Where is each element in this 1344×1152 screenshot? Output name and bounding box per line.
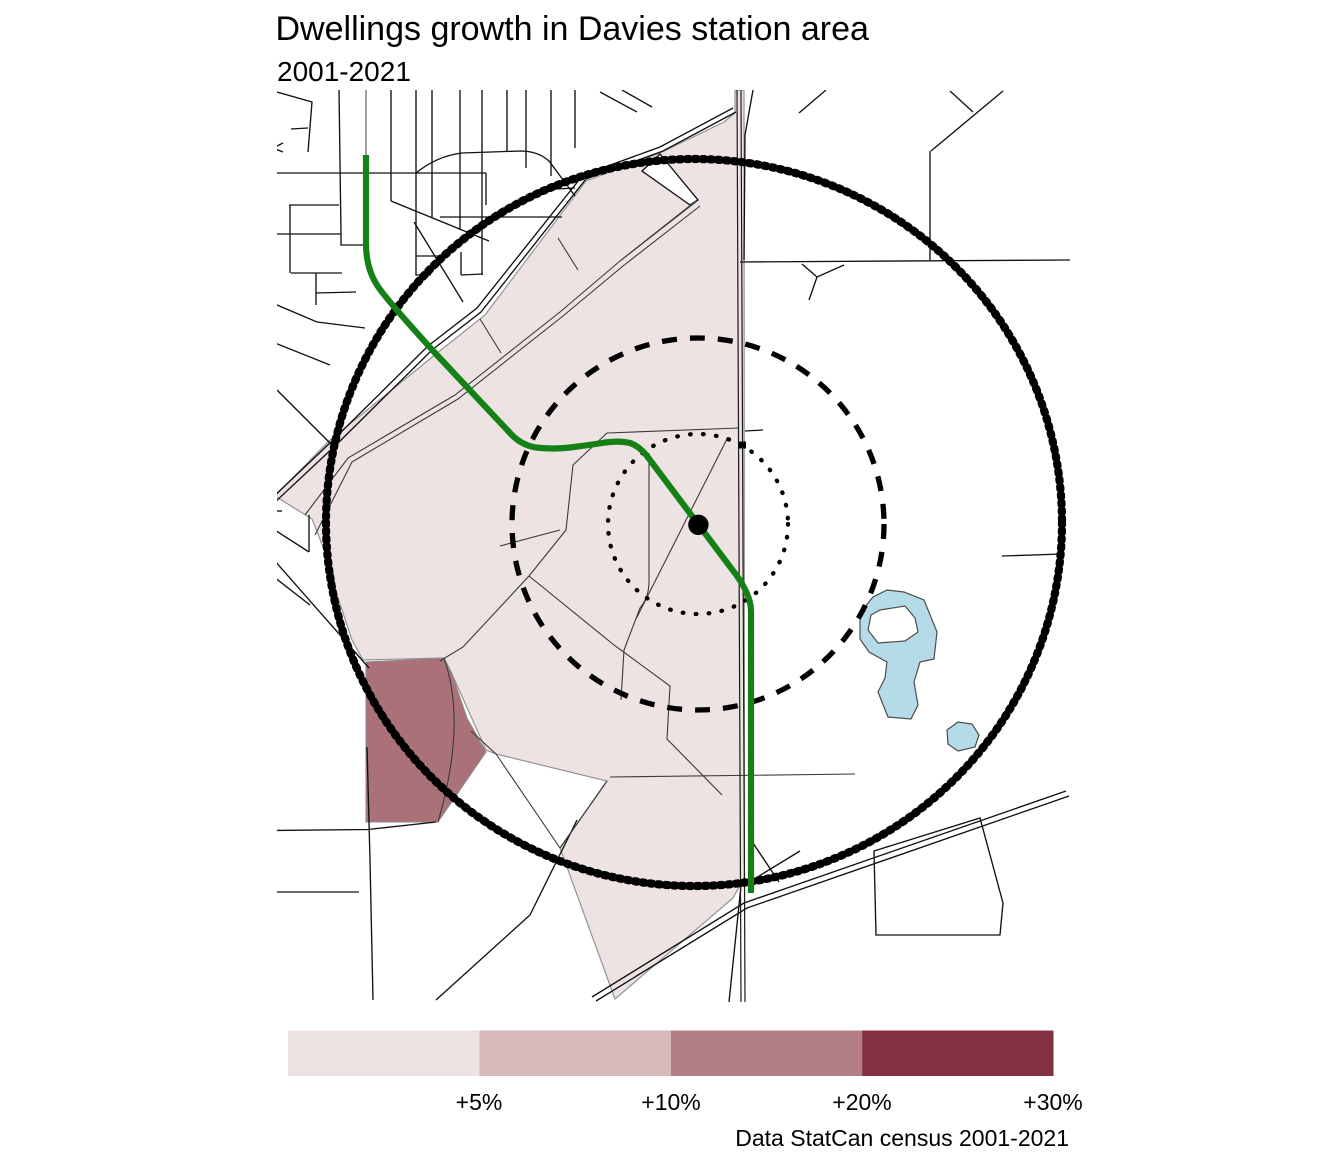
svg-text:+5%: +5%: [456, 1089, 503, 1115]
svg-text:Data StatCan census 2001-2021: Data StatCan census 2001-2021: [735, 1125, 1069, 1151]
svg-text:+30%: +30%: [1023, 1089, 1082, 1115]
svg-text:2001-2021: 2001-2021: [277, 56, 411, 87]
svg-text:+10%: +10%: [641, 1089, 700, 1115]
svg-text:Dwellings growth in Davies sta: Dwellings growth in Davies station area: [276, 10, 869, 48]
svg-text:+20%: +20%: [832, 1089, 891, 1115]
